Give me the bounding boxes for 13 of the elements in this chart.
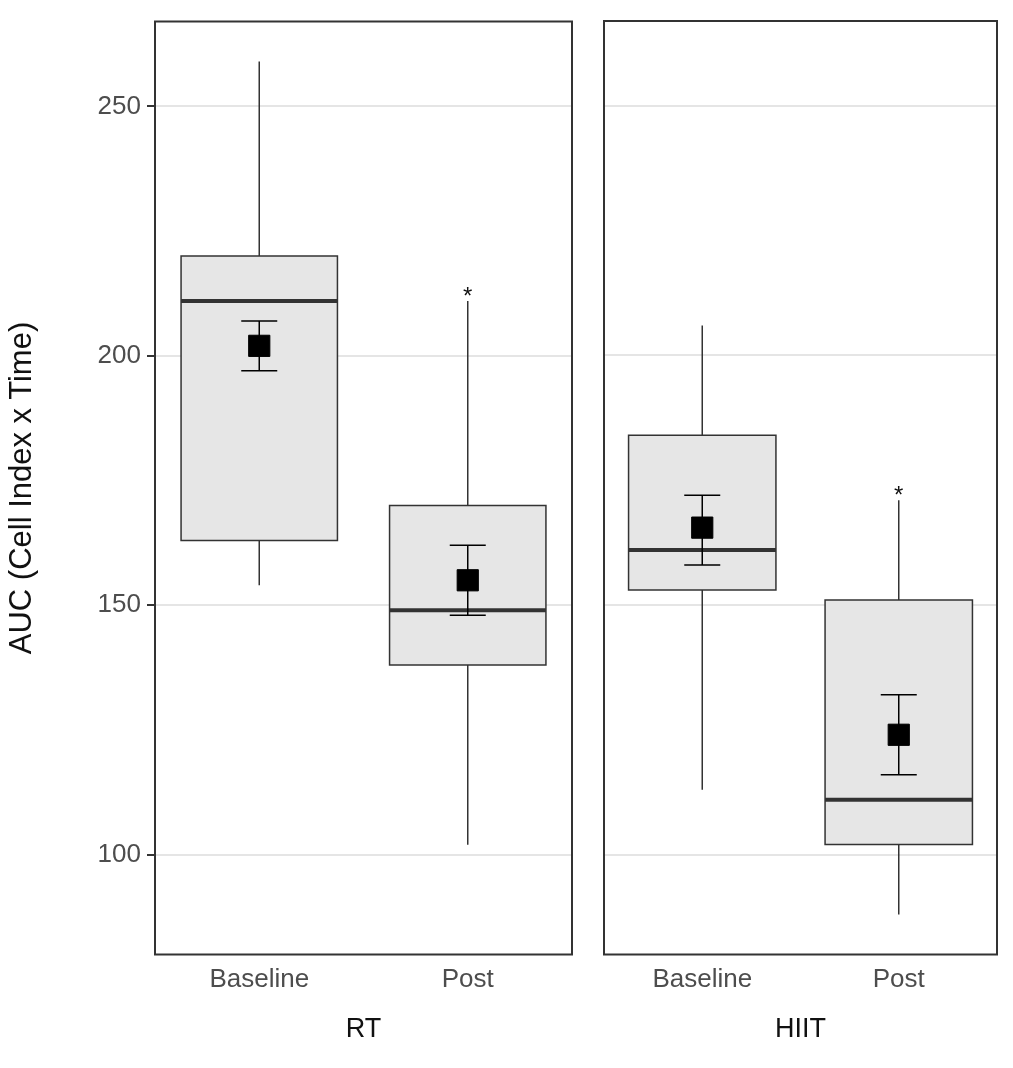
y-tick-label: 250 (97, 89, 141, 120)
x-axis-title: HIIT (775, 1013, 826, 1044)
y-tick-label: 100 (97, 837, 141, 868)
y-axis-title: AUC (Cell Index x Time) (3, 321, 39, 655)
y-tick-label: 200 (97, 338, 141, 369)
x-axis-title: RT (345, 1013, 382, 1044)
annotation: * (894, 480, 904, 508)
x-tick-label: Post (872, 963, 926, 994)
y-tick-label: 150 (97, 588, 141, 619)
annotation: * (463, 281, 473, 309)
x-tick-label: Baseline (652, 963, 753, 994)
x-tick-label: Baseline (209, 963, 310, 994)
x-tick-label: Post (441, 963, 495, 994)
